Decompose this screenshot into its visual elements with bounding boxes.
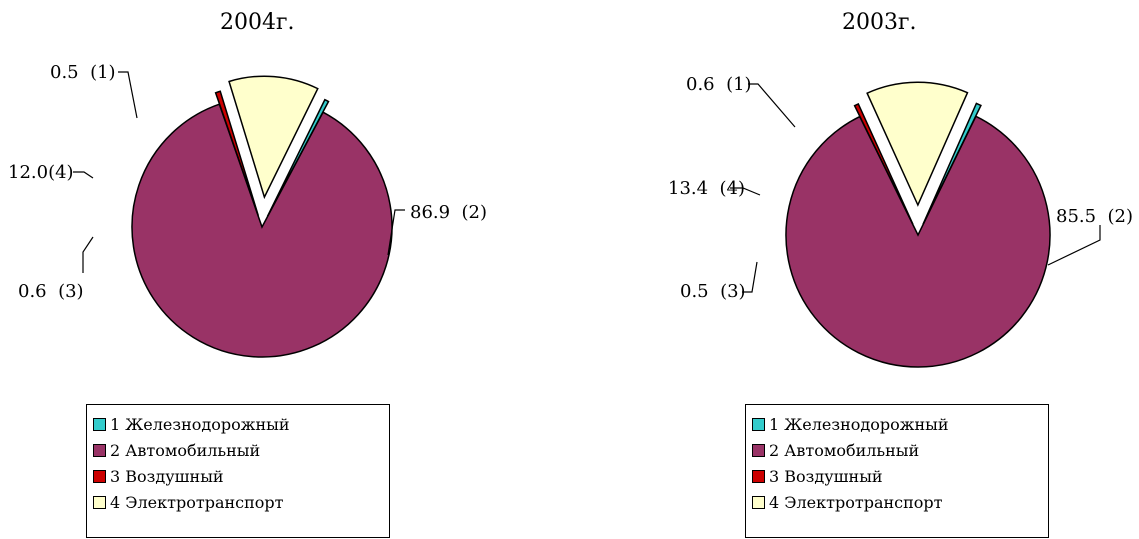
legend-swatch-4	[752, 495, 765, 509]
legend-swatch-4	[93, 495, 106, 509]
legend-swatch-1	[752, 417, 765, 431]
chart-title-2003: 2003г.	[842, 10, 917, 35]
legend-2004: 1 Железнодорожный 2 Автомобильный 3 Воздуш…	[86, 404, 390, 538]
leader-line-2	[1047, 225, 1101, 266]
data-label-2: 85.5 (2)	[1056, 206, 1133, 227]
legend-swatch-3	[93, 469, 106, 483]
pie-slice-3	[853, 102, 914, 225]
legend-swatch-1	[93, 417, 106, 431]
legend-item-1: 1 Железнодорожный	[752, 411, 1048, 437]
legend-label-1: 1 Железнодорожный	[769, 414, 949, 434]
legend-label-2: 2 Автомобильный	[110, 440, 261, 460]
pie-slice-1	[922, 102, 982, 225]
legend-swatch-2	[93, 443, 106, 457]
legend-2003: 1 Железнодорожный 2 Автомобильный 3 Воздуш…	[745, 404, 1049, 538]
chart-title-2004: 2004г.	[220, 10, 295, 35]
pie-slice-1	[266, 98, 330, 217]
legend-label-3: 3 Воздушный	[769, 466, 883, 486]
legend-swatch-3	[752, 469, 765, 483]
legend-item-1: 1 Железнодорожный	[93, 411, 389, 437]
leader-line-4	[730, 187, 761, 196]
legend-item-3: 3 Воздушный	[93, 463, 389, 489]
legend-item-4: 4 Электротранспорт	[752, 489, 1048, 515]
pie-slice-4	[228, 75, 319, 200]
data-label-2: 86.9 (2)	[410, 202, 487, 223]
pie-slice-3	[214, 90, 259, 216]
legend-label-3: 3 Воздушный	[110, 466, 224, 486]
legend-swatch-2	[752, 443, 765, 457]
legend-item-4: 4 Электротранспорт	[93, 489, 389, 515]
data-label-1: 0.5 (1)	[50, 62, 116, 83]
legend-label-2: 2 Автомобильный	[769, 440, 920, 460]
legend-label-4: 4 Электротранспорт	[110, 492, 284, 512]
data-label-3: 0.6 (3)	[18, 281, 84, 302]
data-label-3: 0.5 (3)	[680, 281, 746, 302]
leader-line-2	[387, 209, 405, 256]
leader-line-3	[82, 236, 94, 273]
leader-line-1	[118, 71, 138, 119]
leader-line-1	[748, 83, 796, 128]
pie-slice-2	[785, 115, 1051, 368]
leader-line-4	[73, 171, 94, 179]
data-label-1: 0.6 (1)	[686, 74, 752, 95]
data-label-4: 12.0(4)	[8, 162, 74, 183]
legend-item-2: 2 Автомобильный	[752, 437, 1048, 463]
pie-slice-2	[131, 103, 393, 358]
leader-line-3	[742, 261, 758, 293]
pie-0: 0.5 (1) 86.9 (2) 0.6 (3) 12.0(4)	[8, 62, 487, 358]
legend-label-4: 4 Электротранспорт	[769, 492, 943, 512]
legend-item-2: 2 Автомобильный	[93, 437, 389, 463]
legend-label-1: 1 Железнодорожный	[110, 414, 290, 434]
legend-item-3: 3 Воздушный	[752, 463, 1048, 489]
data-label-4: 13.4 (4)	[668, 178, 745, 199]
pie-slice-4	[866, 81, 969, 207]
pie-1: 0.6 (1) 85.5 (2) 0.5 (3) 13.4 (4)	[668, 74, 1133, 368]
